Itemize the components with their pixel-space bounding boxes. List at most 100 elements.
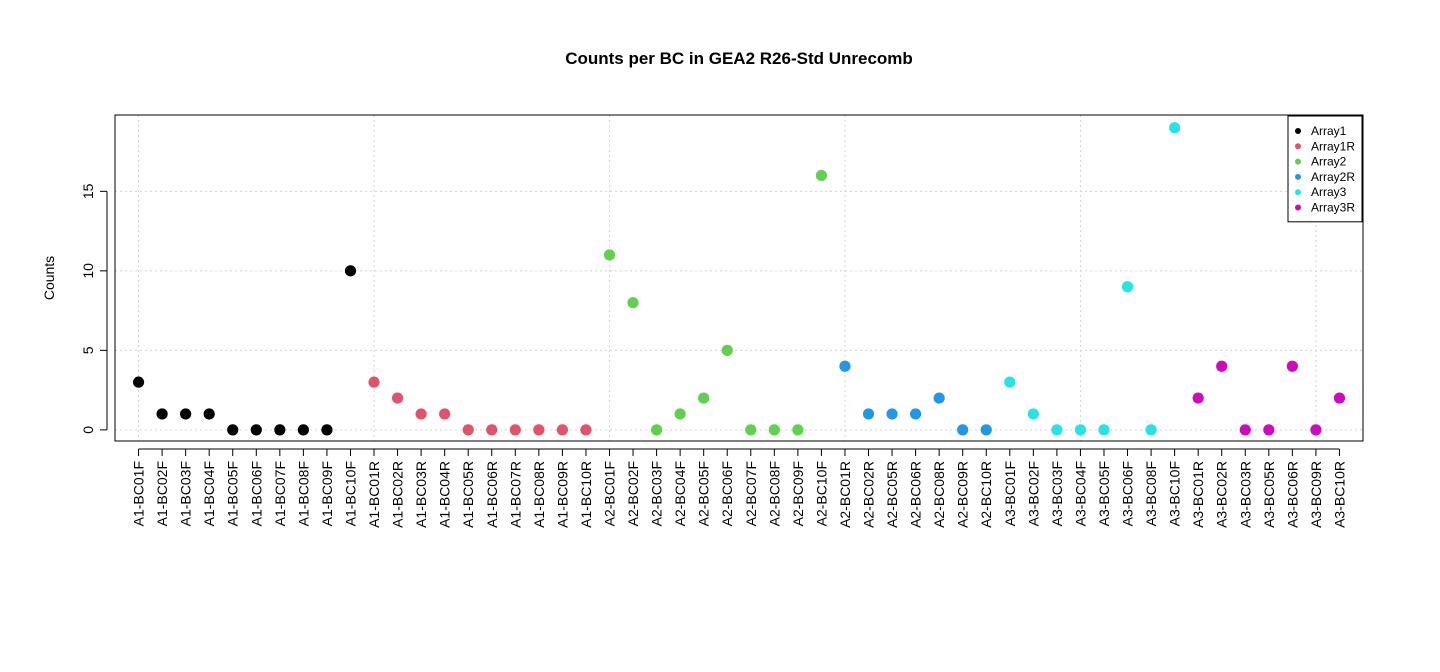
x-tick-label: A1-BC08R [531, 461, 547, 528]
data-point [509, 424, 521, 436]
data-point [650, 424, 663, 436]
data-point [132, 376, 145, 388]
data-point [227, 424, 239, 436]
data-point [862, 408, 875, 420]
legend-marker [1295, 204, 1301, 211]
data-point [1098, 424, 1110, 436]
x-tick-label: A1-BC02F [154, 461, 170, 526]
data-point [910, 408, 922, 420]
x-tick-label: A1-BC09F [319, 461, 335, 526]
y-tick-label: 10 [80, 263, 96, 279]
x-tick-label: A2-BC01R [837, 461, 853, 528]
x-tick-label: A1-BC10F [342, 461, 358, 526]
x-tick-label: A3-BC06F [1120, 461, 1136, 526]
data-point [1051, 424, 1063, 436]
data-point [1121, 281, 1134, 293]
legend-marker [1295, 173, 1301, 180]
legend-marker [1295, 128, 1301, 134]
data-point [839, 360, 851, 372]
data-point [674, 408, 686, 420]
data-point [721, 344, 733, 356]
data-point [1004, 376, 1016, 388]
grid-lines [115, 115, 1363, 441]
x-tick-label: A2-BC02R [861, 461, 877, 528]
x-tick-label: A2-BC09F [790, 461, 806, 526]
data-point [745, 424, 757, 436]
legend-label: Array2R [1311, 170, 1355, 184]
data-point [1192, 392, 1204, 404]
legend-label: Array2 [1311, 155, 1347, 169]
x-tick-label: A3-BC02F [1025, 461, 1041, 526]
data-point [180, 408, 192, 420]
data-point [156, 408, 168, 420]
x-tick-label: A3-BC08F [1143, 461, 1159, 526]
data-point [1027, 408, 1039, 420]
x-tick-label: A3-BC05R [1261, 461, 1277, 528]
data-point [1333, 392, 1346, 404]
x-tick-label: A3-BC06R [1284, 461, 1300, 528]
y-tick-label: 5 [80, 346, 96, 354]
data-point [1169, 122, 1181, 134]
x-tick-label: A2-BC03F [649, 461, 665, 526]
data-point [439, 408, 451, 420]
data-point [603, 249, 616, 261]
x-tick-label: A3-BC01F [1002, 461, 1018, 526]
x-tick-label: A2-BC09R [955, 461, 971, 528]
data-point [297, 424, 309, 436]
legend-box [1287, 115, 1363, 223]
legend-marker [1295, 143, 1301, 150]
x-tick-label: A1-BC04R [437, 461, 453, 528]
x-tick-label: A1-BC01F [131, 461, 147, 526]
data-point [368, 376, 380, 388]
plot-frame [114, 114, 1364, 442]
data-point [1310, 424, 1322, 436]
x-tick-label: A1-BC06F [248, 461, 264, 526]
x-tick-label: A3-BC02R [1214, 461, 1230, 528]
legend-label: Array3R [1311, 201, 1355, 215]
x-tick-label: A2-BC10F [813, 461, 829, 526]
y-tick-label: 0 [80, 426, 96, 434]
x-tick-label: A2-BC08R [931, 461, 947, 528]
x-tick-label: A1-BC10R [578, 461, 594, 528]
data-point [1216, 360, 1228, 372]
x-tick-label: A1-BC07F [272, 461, 288, 526]
data-point [533, 424, 545, 436]
x-tick-label: A2-BC06F [719, 461, 735, 526]
x-tick-label: A2-BC05R [884, 461, 900, 528]
data-point [980, 424, 992, 436]
x-tick-label: A3-BC05F [1096, 461, 1112, 526]
x-tick-label: A3-BC10F [1167, 461, 1183, 526]
data-point [698, 392, 710, 404]
x-tick-label: A2-BC02F [625, 461, 641, 526]
x-tick-label: A3-BC09R [1308, 461, 1324, 528]
x-tick-label: A1-BC02R [390, 461, 406, 528]
legend-label: Array1 [1311, 124, 1347, 138]
data-point [203, 408, 215, 420]
data-point [250, 424, 262, 436]
x-tick-label: A2-BC08F [766, 461, 782, 526]
data-point [462, 424, 474, 436]
x-tick-label: A1-BC07R [507, 461, 523, 528]
y-tick-label: 15 [80, 183, 96, 199]
data-point [556, 424, 568, 436]
data-points [132, 122, 1346, 436]
y-axis-label: Counts [41, 256, 57, 300]
data-point [1239, 424, 1251, 436]
x-tick-label: A3-BC10R [1331, 461, 1347, 528]
axes: 0 5 10 15 A1-BC01F A1-BC02F A1-BC03F A1-BC04F A1… [80, 114, 1364, 528]
x-tick-label: A3-BC03F [1049, 461, 1065, 526]
x-tick-label: A1-BC04F [201, 461, 217, 526]
data-point [321, 424, 333, 436]
legend-label: Array3 [1311, 185, 1347, 199]
data-point [933, 392, 945, 404]
data-point [1263, 424, 1275, 436]
legend-marker [1295, 189, 1301, 196]
x-tick-label: A3-BC04F [1072, 461, 1088, 526]
data-point [486, 424, 498, 436]
x-tick-label: A1-BC08F [295, 461, 311, 526]
data-point [1286, 360, 1298, 372]
x-tick-label: A1-BC03F [178, 461, 194, 526]
x-tick-label: A2-BC05F [696, 461, 712, 526]
